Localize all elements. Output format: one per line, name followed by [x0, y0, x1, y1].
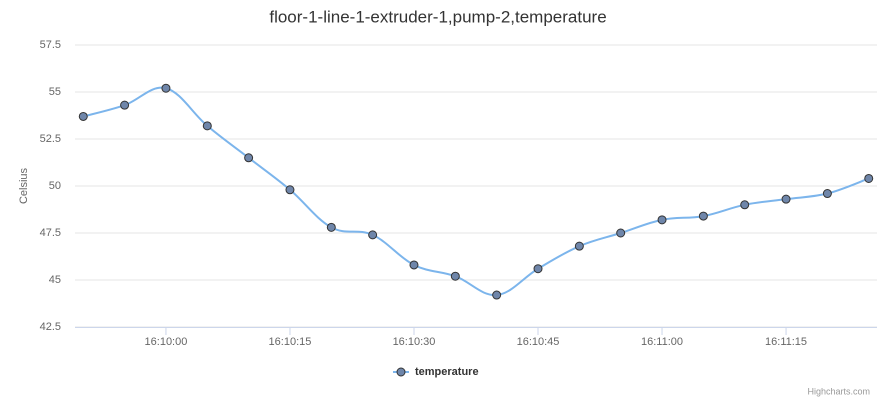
- point: [533, 264, 543, 274]
- x-tick-label: 16:11:15: [765, 336, 807, 348]
- credits[interactable]: Highcharts.com: [807, 386, 870, 396]
- y-tick-label: 45: [49, 274, 61, 286]
- point: [864, 173, 874, 183]
- y-tick-label: 55: [49, 86, 61, 98]
- y-tick-label: 42.5: [40, 321, 61, 333]
- x-tick-label: 16:10:30: [393, 336, 436, 348]
- legend-item[interactable]: temperature: [393, 366, 479, 378]
- point: [574, 241, 584, 251]
- point: [244, 153, 254, 163]
- point: [450, 271, 460, 281]
- point: [822, 189, 832, 199]
- point: [161, 83, 171, 93]
- chart-title: floor-1-line-1-extruder-1,pump-2,tempera…: [269, 7, 606, 26]
- x-tick-label: 16:11:00: [641, 336, 683, 348]
- point: [740, 200, 750, 210]
- legend-label: temperature: [415, 366, 479, 378]
- point: [368, 230, 378, 240]
- point: [616, 228, 626, 238]
- y-tick-label: 47.5: [40, 227, 61, 239]
- y-tick-label: 52.5: [40, 133, 61, 145]
- point: [698, 211, 708, 221]
- y-axis-title: Celsius: [18, 167, 30, 204]
- point: [409, 260, 419, 270]
- x-tick-label: 16:10:00: [145, 336, 188, 348]
- point: [285, 185, 295, 195]
- point: [326, 222, 336, 232]
- y-tick-label: 50: [49, 180, 61, 192]
- point: [492, 290, 502, 300]
- point: [120, 100, 130, 110]
- x-tick-label: 16:10:45: [517, 336, 560, 348]
- point: [657, 215, 667, 225]
- legend-symbol: [396, 367, 406, 377]
- point: [781, 194, 791, 204]
- point: [78, 111, 88, 121]
- y-tick-label: 57.5: [40, 39, 61, 51]
- x-tick-label: 16:10:15: [269, 336, 312, 348]
- point: [202, 121, 212, 131]
